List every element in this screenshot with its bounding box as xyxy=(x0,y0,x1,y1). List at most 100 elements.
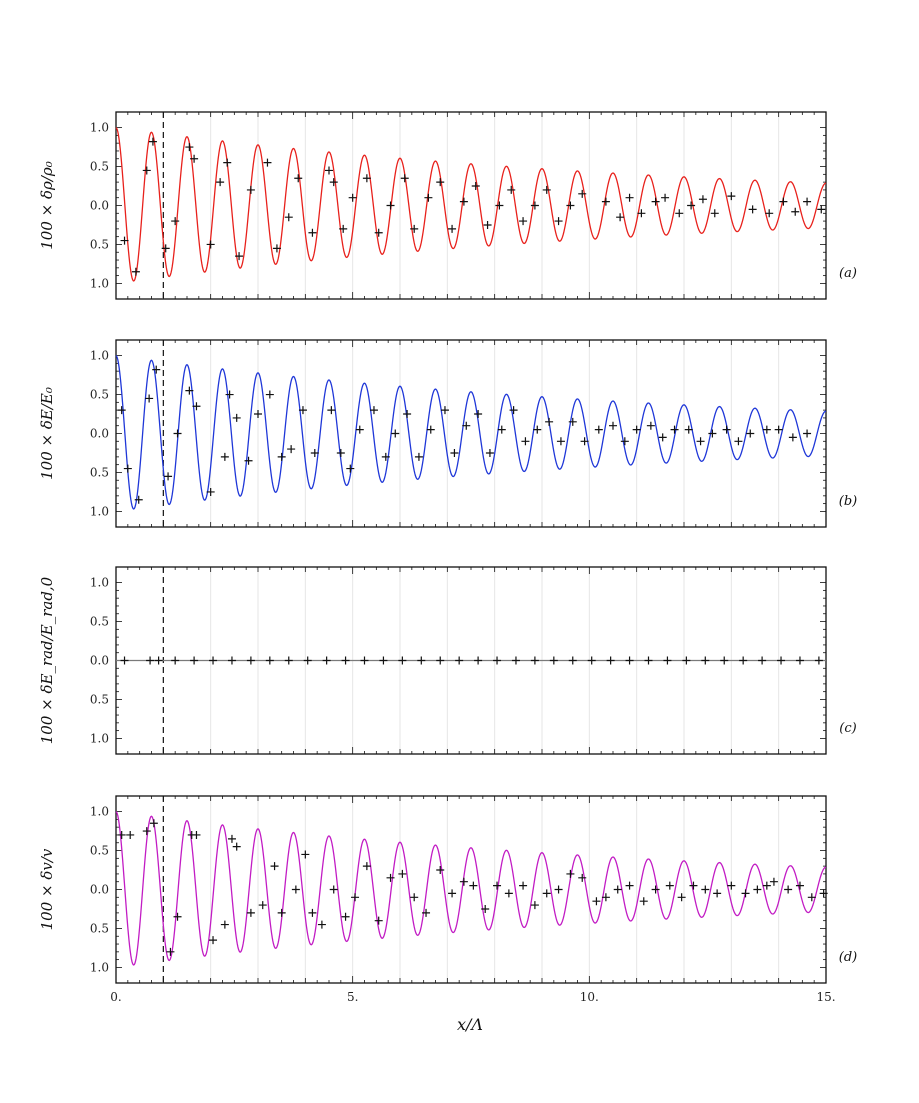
y-tick-label: 1.0 xyxy=(90,960,109,974)
data-marker xyxy=(246,656,255,665)
data-marker xyxy=(606,656,615,665)
y-tick-label: 1.0 xyxy=(90,276,109,290)
data-marker xyxy=(360,656,369,665)
y-tick-label: 1.0 xyxy=(90,504,109,518)
data-marker xyxy=(362,174,371,183)
data-marker xyxy=(471,182,480,191)
panel-tag: (c) xyxy=(839,721,856,736)
data-marker xyxy=(795,881,804,890)
data-marker xyxy=(192,830,201,839)
data-marker xyxy=(795,656,804,665)
data-marker xyxy=(381,452,390,461)
y-tick-label: 0.0 xyxy=(90,654,109,668)
data-marker xyxy=(284,213,293,222)
data-marker xyxy=(639,897,648,906)
data-marker xyxy=(146,656,155,665)
data-marker xyxy=(308,908,317,917)
data-marker xyxy=(298,406,307,415)
data-marker xyxy=(149,819,158,828)
data-marker xyxy=(190,656,199,665)
data-marker xyxy=(422,908,431,917)
data-marker xyxy=(270,862,279,871)
data-marker xyxy=(670,425,679,434)
data-marker xyxy=(519,217,528,226)
y-tick-label: 0.0 xyxy=(90,199,109,213)
data-marker xyxy=(675,209,684,218)
data-marker xyxy=(566,869,575,878)
y-tick-label: 0.5 xyxy=(90,844,109,858)
data-marker xyxy=(485,448,494,457)
data-marker xyxy=(762,881,771,890)
data-marker xyxy=(556,437,565,446)
data-marker xyxy=(708,429,717,438)
data-marker xyxy=(713,889,722,898)
y-tick-label: 1.0 xyxy=(90,349,109,363)
data-marker xyxy=(223,158,232,167)
y-tick-label: 0.0 xyxy=(90,427,109,441)
data-marker xyxy=(154,656,163,665)
data-marker xyxy=(779,197,788,206)
data-marker xyxy=(765,209,774,218)
data-marker xyxy=(216,178,225,187)
data-marker xyxy=(265,390,274,399)
data-marker xyxy=(625,193,634,202)
y-axis-label: 100 × δE_rad/E_rad,0 xyxy=(38,576,56,744)
model-curve xyxy=(115,127,827,282)
data-marker xyxy=(265,656,274,665)
data-marker xyxy=(341,912,350,921)
panel-d: 1.0 0.5 0.0 0.5 1.0 (d) 100 × δv/v 0. 5. 10. 15. xyxy=(38,795,857,1004)
y-tick-label: 0.5 xyxy=(90,160,109,174)
data-marker xyxy=(235,252,244,261)
model-curve xyxy=(115,811,827,966)
y-tick-label: 0.5 xyxy=(90,465,109,479)
data-marker xyxy=(362,862,371,871)
data-marker xyxy=(148,137,157,146)
data-marker xyxy=(819,889,828,898)
data-marker xyxy=(339,224,348,233)
data-marker xyxy=(308,228,317,237)
data-marker xyxy=(220,920,229,929)
data-marker xyxy=(665,881,674,890)
data-marker xyxy=(542,889,551,898)
data-marker xyxy=(784,885,793,894)
data-marker xyxy=(171,217,180,226)
data-marker xyxy=(701,885,710,894)
data-marker xyxy=(616,213,625,222)
data-marker xyxy=(530,656,539,665)
plot-frame xyxy=(115,339,827,528)
data-marker xyxy=(277,452,286,461)
data-marker xyxy=(788,433,797,442)
y-tick-label: 1.0 xyxy=(90,576,109,590)
y-tick-label: 0.5 xyxy=(90,615,109,629)
data-marker xyxy=(687,201,696,210)
data-marker xyxy=(190,154,199,163)
data-marker xyxy=(410,893,419,902)
data-marker xyxy=(727,192,736,201)
data-marker xyxy=(171,656,180,665)
data-marker xyxy=(317,920,326,929)
data-marker xyxy=(310,448,319,457)
y-tick-label: 0.5 xyxy=(90,921,109,935)
panel-tag: (d) xyxy=(839,950,857,965)
panel-a: 1.0 0.5 0.0 0.5 1.0 (a) 100 × δρ/ρ₀ xyxy=(38,111,857,300)
data-marker xyxy=(530,901,539,910)
data-marker xyxy=(287,445,296,454)
data-marker xyxy=(554,885,563,894)
data-marker xyxy=(120,236,129,245)
data-marker xyxy=(436,656,445,665)
data-marker xyxy=(436,866,445,875)
data-marker xyxy=(225,390,234,399)
data-marker xyxy=(720,656,729,665)
y-axis-label: 100 × δE/E₀ xyxy=(38,387,56,480)
data-marker xyxy=(120,656,129,665)
data-marker xyxy=(123,464,132,473)
data-marker xyxy=(341,656,350,665)
data-marker xyxy=(232,413,241,422)
plot-frame xyxy=(115,111,827,300)
data-marker xyxy=(220,452,229,461)
x-tick-label: 0. xyxy=(110,990,121,1004)
data-marker xyxy=(701,656,710,665)
data-marker xyxy=(554,217,563,226)
data-marker xyxy=(530,201,539,210)
data-marker xyxy=(549,656,558,665)
